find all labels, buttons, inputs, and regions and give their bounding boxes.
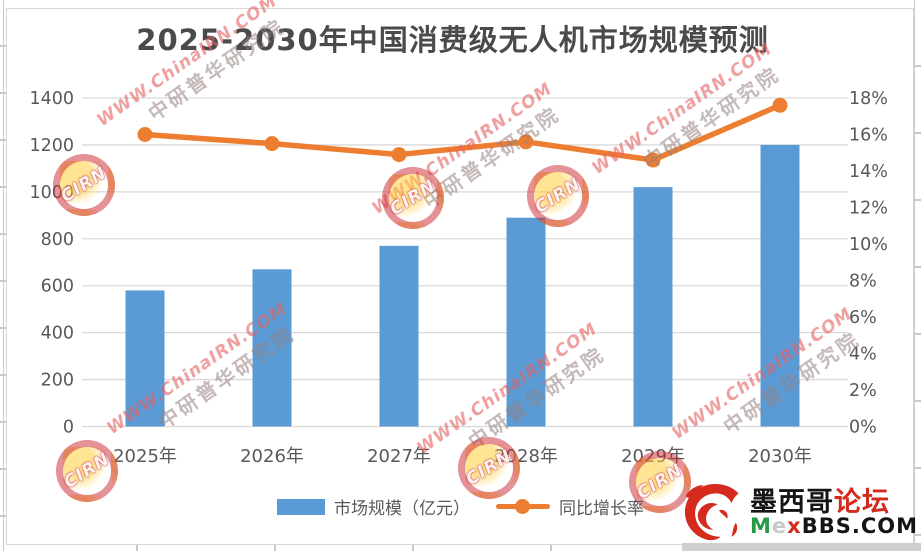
bar-2028年 bbox=[506, 217, 546, 427]
legend-label: 同比增长率 bbox=[559, 499, 644, 519]
mexbbs-logo: 墨西哥论坛 MexBBS.COM bbox=[676, 478, 918, 548]
line-point-2025年 bbox=[137, 127, 153, 142]
left-axis-tick: 1200 bbox=[29, 136, 74, 156]
sheet-row-ticks-right bbox=[915, 0, 921, 551]
chart-legend: 市场规模（亿元） 同比增长率 bbox=[0, 494, 921, 519]
x-axis-label: 2026年 bbox=[240, 446, 304, 467]
bar-2030年 bbox=[760, 144, 800, 427]
bar-2027年 bbox=[379, 245, 419, 427]
x-axis-label: 2028年 bbox=[494, 446, 558, 467]
mexbbs-name: 墨西哥论坛 bbox=[750, 486, 918, 518]
mexbbs-domain-part: M bbox=[750, 514, 772, 539]
line-point-2027年 bbox=[391, 147, 407, 163]
right-axis-tick: 2% bbox=[849, 381, 877, 401]
bar-2025年 bbox=[125, 290, 165, 427]
x-axis-label: 2029年 bbox=[621, 446, 685, 467]
mexbbs-domain-part: e bbox=[771, 514, 788, 539]
mexbbs-name-black: 墨西哥 bbox=[750, 486, 834, 518]
dragon-icon bbox=[684, 483, 739, 541]
right-axis-tick: 18% bbox=[849, 89, 888, 109]
mexbbs-name-red: 论坛 bbox=[834, 486, 890, 518]
left-axis-tick: 0 bbox=[63, 418, 74, 438]
bottom-gray-strip bbox=[682, 543, 921, 551]
bar-2029年 bbox=[633, 187, 673, 427]
legend-label: 市场规模（亿元） bbox=[334, 499, 470, 519]
legend-bar-swatch-icon bbox=[277, 498, 325, 515]
mexbbs-domain: MexBBS.COM bbox=[750, 514, 918, 539]
right-axis-tick: 16% bbox=[849, 126, 888, 146]
legend-item: 同比增长率 bbox=[496, 494, 644, 519]
chart-title: 2025-2030年中国消费级无人机市场规模预测 bbox=[136, 23, 769, 57]
right-axis-tick: 6% bbox=[849, 308, 877, 328]
sheet-edge-left bbox=[3, 0, 4, 551]
mexbbs-domain-part: .COM bbox=[851, 514, 918, 539]
x-axis-label: 2030年 bbox=[748, 446, 812, 467]
left-axis-tick: 200 bbox=[41, 371, 74, 391]
mexbbs-domain-part: BBS bbox=[801, 514, 852, 539]
mexbbs-domain-part: x bbox=[787, 514, 802, 539]
left-axis-tick: 600 bbox=[41, 277, 74, 297]
right-axis-tick: 10% bbox=[849, 235, 888, 255]
right-axis-tick: 4% bbox=[849, 345, 877, 365]
right-axis-tick: 0% bbox=[849, 418, 877, 438]
left-axis-tick: 400 bbox=[41, 324, 74, 344]
left-axis-tick: 1000 bbox=[29, 183, 74, 203]
left-axis-tick: 800 bbox=[41, 230, 74, 250]
line-point-2029年 bbox=[645, 152, 661, 168]
left-axis-tick: 1400 bbox=[29, 89, 74, 109]
legend-line-dot-swatch-icon bbox=[496, 499, 550, 514]
sheet-edge-right bbox=[914, 0, 915, 551]
growth-rate-line bbox=[142, 102, 783, 163]
line-point-2030年 bbox=[772, 97, 788, 113]
line-point-2026年 bbox=[264, 136, 280, 152]
sheet-col-ticks-bottom bbox=[0, 545, 921, 551]
legend-item: 市场规模（亿元） bbox=[277, 494, 470, 519]
bar-2026年 bbox=[252, 269, 292, 427]
line-point-2028年 bbox=[518, 134, 534, 150]
right-axis-tick: 8% bbox=[849, 272, 877, 292]
x-axis-label: 2027年 bbox=[367, 446, 431, 467]
right-axis-tick: 12% bbox=[849, 199, 888, 219]
x-axis-label: 2025年 bbox=[113, 446, 177, 467]
right-axis-tick: 14% bbox=[849, 162, 888, 182]
